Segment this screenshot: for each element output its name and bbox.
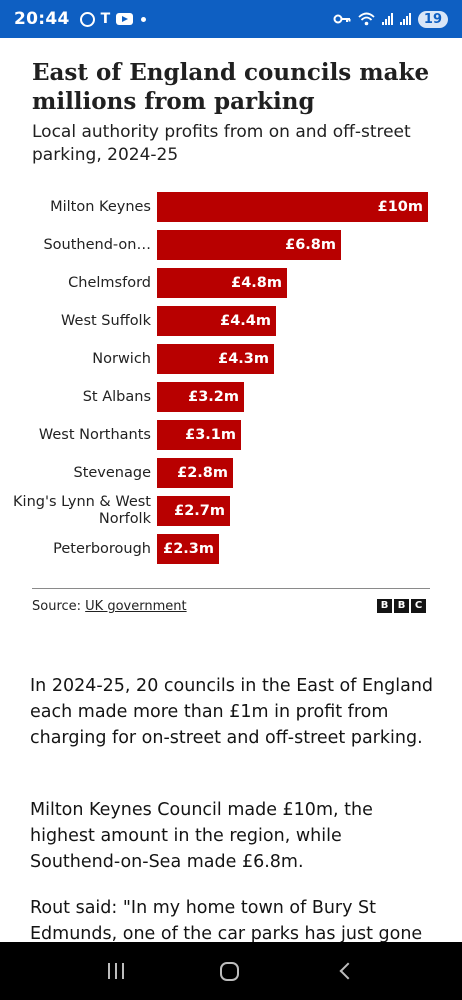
home-button[interactable]: [220, 961, 240, 981]
chart-divider: [32, 588, 430, 589]
article-paragraph-2: Milton Keynes Council made £10m, the hig…: [30, 800, 373, 872]
wifi-icon: [358, 12, 375, 26]
category-label: Stevenage: [73, 464, 151, 481]
category-label: Milton Keynes: [50, 198, 151, 215]
key-icon: [333, 14, 351, 24]
notification-dot-icon: [141, 16, 147, 22]
bar: [157, 420, 241, 450]
bbc-logo-letter-3: C: [411, 599, 426, 613]
category-label: King's Lynn & West Norfolk: [13, 494, 151, 527]
signal-icon: [381, 13, 393, 25]
circle-app-icon: [79, 11, 95, 27]
bar: [157, 344, 274, 374]
article-paragraph-3: Rout said: "In my home town of Bury St E…: [30, 898, 423, 944]
bar-value-label: £3.1m: [185, 427, 236, 443]
category-label: Peterborough: [53, 540, 151, 557]
category-label: Norwich: [92, 350, 151, 367]
bar-value-label: £4.4m: [220, 313, 271, 329]
bar-value-label: £2.3m: [163, 541, 214, 557]
category-label: Chelmsford: [68, 274, 151, 291]
category-label: West Northants: [38, 426, 151, 443]
status-icons-right: 19: [333, 10, 448, 28]
tesla-icon: T: [100, 11, 111, 27]
status-bar: 20:44 T 19: [0, 0, 462, 38]
bar-value-label: £10m: [377, 199, 423, 215]
bar-value-label: £6.8m: [285, 237, 336, 253]
bar: [157, 306, 276, 336]
bar: [157, 268, 287, 298]
bar: [157, 534, 219, 564]
status-icons-left: T: [79, 11, 147, 27]
bar-value-label: £4.8m: [231, 275, 282, 291]
chart-title: East of England councils make millions f…: [32, 59, 430, 115]
battery-badge: 19: [417, 10, 448, 28]
status-time: 20:44: [14, 9, 70, 29]
bar: [157, 382, 244, 412]
back-button[interactable]: [339, 962, 357, 980]
chart-source: Source: UK government: [32, 599, 187, 614]
category-label: St Albans: [82, 388, 151, 405]
bar: [157, 192, 428, 222]
bar-value-label: £2.7m: [174, 503, 225, 519]
signal-icon-2: [399, 13, 411, 25]
bbc-logo: B B C: [377, 599, 426, 613]
source-prefix: Source:: [32, 599, 86, 614]
youtube-icon: [116, 13, 134, 25]
bar: [157, 230, 341, 260]
system-nav-bar: [0, 942, 462, 1000]
category-label: Southend-on…: [43, 236, 151, 253]
bar-value-label: £2.8m: [177, 465, 228, 481]
category-label: West Suffolk: [61, 312, 151, 329]
recents-button[interactable]: [108, 963, 125, 979]
bbc-logo-letter-2: B: [394, 599, 409, 613]
bar: [157, 496, 230, 526]
chart-subtitle: Local authority profits from on and off-…: [32, 122, 411, 165]
bbc-logo-letter-1: B: [377, 599, 392, 613]
bar-value-label: £4.3m: [218, 351, 269, 367]
article-paragraph-1: In 2024-25, 20 councils in the East of E…: [30, 676, 434, 748]
bar: [157, 458, 233, 488]
source-link[interactable]: UK government: [85, 599, 187, 614]
bar-value-label: £3.2m: [188, 389, 239, 405]
